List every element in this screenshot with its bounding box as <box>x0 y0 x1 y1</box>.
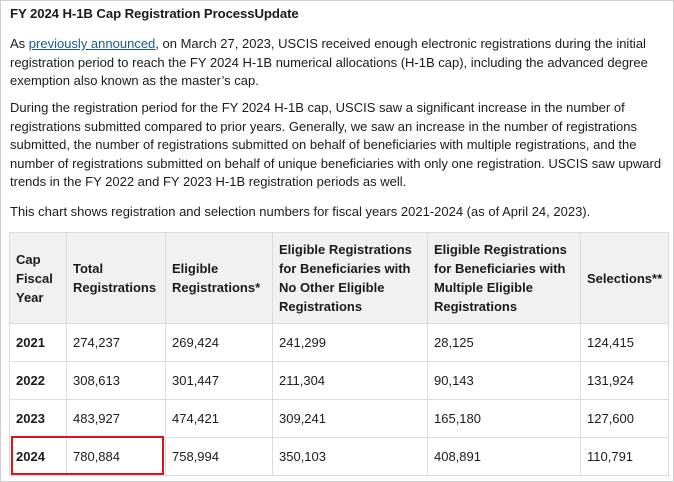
cell-selections: 124,415 <box>580 323 669 362</box>
registration-trend-paragraph: During the registration period for the F… <box>10 100 662 189</box>
intro-paragraph: As previously announced, on March 27, 20… <box>10 35 666 91</box>
header-multiple-eligible: Eligible Registrations for Beneficiaries… <box>427 232 581 324</box>
table-row: 2022 308,613 301,447 211,304 90,143 131,… <box>9 361 669 400</box>
cell-year: 2021 <box>9 323 67 362</box>
cell-multiple: 90,143 <box>427 361 581 400</box>
cell-no-other: 241,299 <box>272 323 428 362</box>
cell-no-other: 309,241 <box>272 399 428 438</box>
registration-table: Cap Fiscal Year Total Registrations Elig… <box>9 232 669 476</box>
header-total-registrations: Total Registrations <box>66 232 166 324</box>
cell-total: 780,884 <box>66 437 166 476</box>
cell-total: 308,613 <box>66 361 166 400</box>
previously-announced-link[interactable]: previously announced <box>28 36 156 51</box>
cell-multiple: 28,125 <box>427 323 581 362</box>
header-cap-fiscal-year: Cap Fiscal Year <box>9 232 67 324</box>
table-header-row: Cap Fiscal Year Total Registrations Elig… <box>9 232 669 324</box>
cell-year: 2024 <box>9 437 67 476</box>
cell-eligible: 301,447 <box>165 361 273 400</box>
intro-prefix: As <box>10 36 29 51</box>
cell-multiple: 408,891 <box>427 437 581 476</box>
cell-eligible: 758,994 <box>165 437 273 476</box>
table-row: 2024 780,884 758,994 350,103 408,891 110… <box>9 437 669 476</box>
cell-no-other: 211,304 <box>272 361 428 400</box>
cell-year: 2022 <box>9 361 67 400</box>
cell-no-other: 350,103 <box>272 437 428 476</box>
cell-selections: 110,791 <box>580 437 669 476</box>
cell-total: 483,927 <box>66 399 166 438</box>
cell-eligible: 269,424 <box>165 323 273 362</box>
header-selections: Selections** <box>580 232 669 324</box>
header-eligible-registrations: Eligible Registrations* <box>165 232 273 324</box>
header-no-other-eligible: Eligible Registrations for Beneficiaries… <box>272 232 428 324</box>
table-row: 2023 483,927 474,421 309,241 165,180 127… <box>9 399 669 438</box>
cell-selections: 127,600 <box>580 399 669 438</box>
cell-total: 274,237 <box>66 323 166 362</box>
chart-description-paragraph: This chart shows registration and select… <box>10 204 591 219</box>
cell-selections: 131,924 <box>580 361 669 400</box>
cell-eligible: 474,421 <box>165 399 273 438</box>
page-title: FY 2024 H-1B Cap Registration ProcessUpd… <box>10 6 299 21</box>
cell-multiple: 165,180 <box>427 399 581 438</box>
cell-year: 2023 <box>9 399 67 438</box>
intro-suffix: , on March 27, 2023, USCIS received enou… <box>10 36 648 88</box>
table-row: 2021 274,237 269,424 241,299 28,125 124,… <box>9 323 669 362</box>
